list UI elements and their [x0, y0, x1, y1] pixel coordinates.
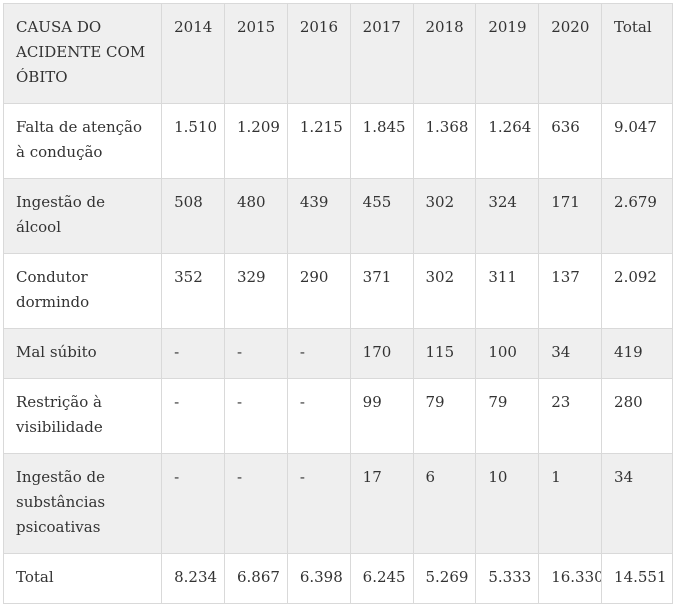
header-cause: CAUSA DO ACIDENTE COM ÓBITO [2, 3, 163, 104]
cell-2014: - [161, 328, 225, 379]
cell-2016: - [286, 453, 351, 554]
cell-total: 2.092 [601, 253, 673, 329]
cell-2018: 6 [412, 453, 477, 554]
cell-2016: 6.398 [286, 553, 351, 604]
cell-2016: - [286, 378, 351, 454]
cell-2014: 1.510 [161, 103, 225, 179]
cell-2018: 115 [412, 328, 477, 379]
cell-2020: 171 [538, 178, 603, 254]
cell-2017: 17 [349, 453, 414, 554]
row-cause: Ingestão de álcool [2, 178, 163, 254]
table-row: Mal súbito - - - 170 115 100 34 419 [2, 328, 673, 379]
cell-2018: 302 [412, 253, 477, 329]
cell-2019: 324 [475, 178, 540, 254]
cell-2018: 1.368 [412, 103, 477, 179]
cell-total: 14.551 [601, 553, 673, 604]
header-2016: 2016 [286, 3, 351, 104]
cell-2014: 8.234 [161, 553, 225, 604]
table-total-row: Total 8.234 6.867 6.398 6.245 5.269 5.33… [2, 553, 673, 604]
cell-2019: 1.264 [475, 103, 540, 179]
cell-2015: - [223, 453, 288, 554]
cell-2020: 1 [538, 453, 603, 554]
row-cause: Restrição à visibilidade [2, 378, 163, 454]
cell-2018: 302 [412, 178, 477, 254]
table-row: Ingestão de álcool 508 480 439 455 302 3… [2, 178, 673, 254]
table-row: Falta de atenção à condução 1.510 1.209 … [2, 103, 673, 179]
cell-2015: 1.209 [223, 103, 288, 179]
row-cause: Falta de atenção à condução [2, 103, 163, 179]
table-row: Ingestão de substâncias psicoativas - - … [2, 453, 673, 554]
cell-2014: 508 [161, 178, 225, 254]
cell-2020: 16.330 [538, 553, 603, 604]
cell-2014: - [161, 453, 225, 554]
cell-2016: 1.215 [286, 103, 351, 179]
cell-2016: - [286, 328, 351, 379]
cell-total: 2.679 [601, 178, 673, 254]
row-cause: Condutor dormindo [2, 253, 163, 329]
cell-2020: 636 [538, 103, 603, 179]
header-2017: 2017 [349, 3, 414, 104]
cell-2019: 10 [475, 453, 540, 554]
header-2018: 2018 [412, 3, 477, 104]
header-2020: 2020 [538, 3, 603, 104]
cell-2019: 79 [475, 378, 540, 454]
row-cause: Ingestão de substâncias psicoativas [2, 453, 163, 554]
header-2015: 2015 [223, 3, 288, 104]
cell-2017: 371 [349, 253, 414, 329]
header-2014: 2014 [161, 3, 225, 104]
cell-2017: 99 [349, 378, 414, 454]
table-row: Restrição à visibilidade - - - 99 79 79 … [2, 378, 673, 454]
table-header-row: CAUSA DO ACIDENTE COM ÓBITO 2014 2015 20… [2, 3, 673, 104]
cell-2019: 5.333 [475, 553, 540, 604]
cell-2014: 352 [161, 253, 225, 329]
row-cause: Total [2, 553, 163, 604]
cell-2015: 6.867 [223, 553, 288, 604]
header-total: Total [601, 3, 673, 104]
cell-2015: 329 [223, 253, 288, 329]
cell-total: 419 [601, 328, 673, 379]
cell-2016: 439 [286, 178, 351, 254]
cell-2017: 1.845 [349, 103, 414, 179]
header-2019: 2019 [475, 3, 540, 104]
row-cause: Mal súbito [2, 328, 163, 379]
cell-2018: 5.269 [412, 553, 477, 604]
cell-2017: 170 [349, 328, 414, 379]
accident-cause-table: CAUSA DO ACIDENTE COM ÓBITO 2014 2015 20… [2, 3, 673, 604]
cell-total: 9.047 [601, 103, 673, 179]
cell-total: 34 [601, 453, 673, 554]
cell-2015: - [223, 328, 288, 379]
cell-2019: 311 [475, 253, 540, 329]
cell-2020: 34 [538, 328, 603, 379]
table-row: Condutor dormindo 352 329 290 371 302 31… [2, 253, 673, 329]
cell-2015: 480 [223, 178, 288, 254]
cell-2019: 100 [475, 328, 540, 379]
cell-2015: - [223, 378, 288, 454]
cell-2016: 290 [286, 253, 351, 329]
cell-2017: 455 [349, 178, 414, 254]
cell-2020: 137 [538, 253, 603, 329]
cell-total: 280 [601, 378, 673, 454]
cell-2014: - [161, 378, 225, 454]
cell-2020: 23 [538, 378, 603, 454]
cell-2017: 6.245 [349, 553, 414, 604]
cell-2018: 79 [412, 378, 477, 454]
